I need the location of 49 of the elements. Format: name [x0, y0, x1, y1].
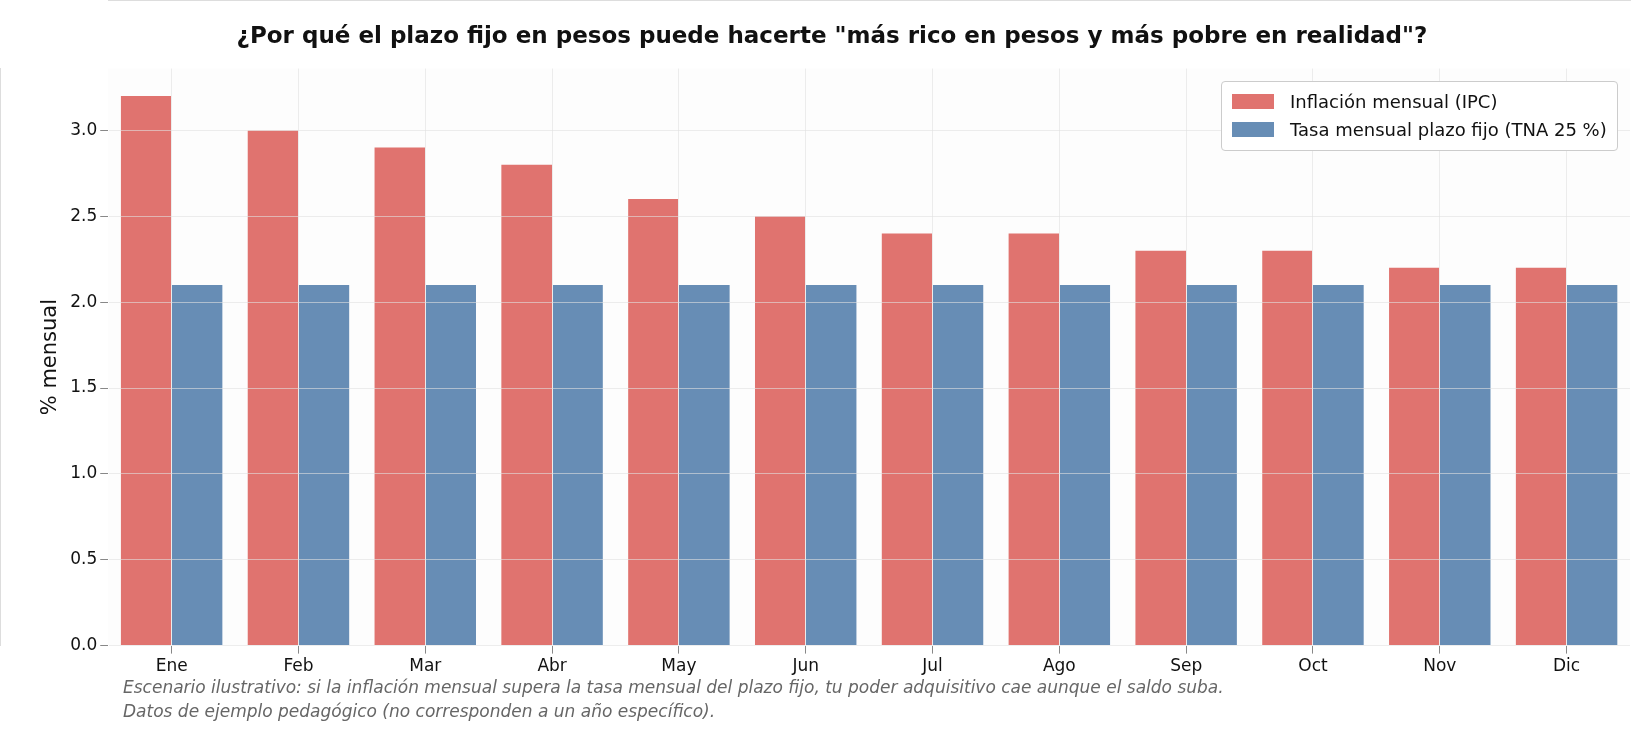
bar: [501, 164, 553, 646]
bar: [247, 130, 299, 646]
bar: [120, 96, 172, 646]
x-tick-label: Sep: [1170, 655, 1203, 676]
bar: [932, 284, 984, 646]
bar: [881, 233, 933, 646]
chart-title: ¿Por qué el plazo fijo en pesos puede hacerte "más rico en pesos y más pobre en realidad"?: [236, 21, 1428, 48]
bar: [374, 147, 426, 646]
x-tick-label: Oct: [1298, 655, 1328, 676]
text: Datos de ejemplo pedagógico (no corresponden a un año específico).: [123, 701, 716, 721]
bar: [678, 284, 730, 646]
bar: [1135, 250, 1187, 646]
bar: [1059, 284, 1111, 646]
y-tick-label: 2.5: [70, 204, 98, 225]
bar: [298, 284, 350, 646]
y-tick-label: 0.0: [70, 634, 98, 655]
y-tick-label: 2.0: [70, 290, 98, 311]
legend-label: Inflación mensual (IPC): [1290, 89, 1498, 114]
x-tick-label: Ago: [1042, 655, 1076, 676]
bar: [1439, 284, 1491, 646]
bar: [1389, 267, 1440, 646]
bar: [1566, 284, 1618, 646]
bar: [1008, 233, 1060, 646]
bar: [1312, 284, 1364, 646]
bar: [1262, 250, 1313, 646]
x-tick-label: Nov: [1423, 655, 1457, 676]
bar: [1186, 284, 1237, 646]
bar: [805, 284, 857, 646]
x-tick-label: Feb: [283, 655, 314, 676]
y-tick-label: 1.0: [70, 462, 98, 483]
x-tick-label: May: [661, 655, 697, 676]
x-tick-label: Dic: [1553, 655, 1581, 676]
x-tick-label: Jul: [921, 655, 943, 676]
x-tick-label: Mar: [409, 655, 442, 676]
bar: [1515, 267, 1567, 646]
bar: [425, 284, 476, 646]
y-tick-label: 3.0: [70, 118, 98, 139]
x-tick-label: Jun: [791, 655, 819, 676]
x-tick-label: Abr: [537, 655, 567, 676]
text: Escenario ilustrativo: si la inflación mensual supera la tasa mensual del plazo fijo, tu poder adquisitivo cae aunque el saldo suba.: [123, 677, 1224, 697]
y-tick-label: 1.5: [70, 376, 98, 397]
legend-label: Tasa mensual plazo fijo (TNA 25 %): [1290, 117, 1607, 142]
y-tick-label: 0.5: [70, 548, 98, 569]
y-axis-title: % mensual: [37, 298, 62, 416]
x-tick-label: Ene: [155, 655, 188, 676]
bar: [754, 216, 806, 646]
bar: [171, 284, 223, 646]
bar: [628, 199, 679, 646]
bar: [552, 284, 603, 646]
